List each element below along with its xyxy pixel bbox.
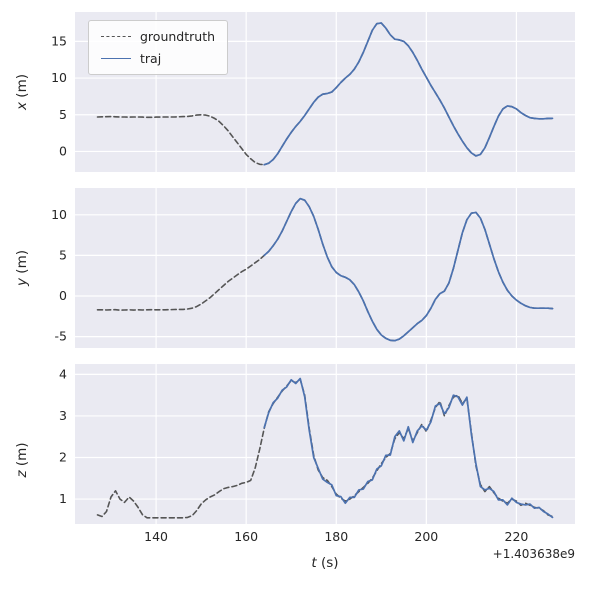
y-tick-label: 3 (59, 408, 67, 423)
x-tick-label: 200 (414, 529, 438, 544)
ylabel-unit-z: (m) (14, 442, 30, 471)
y-plot-area: -5 0 5 10 (51, 188, 575, 348)
ylabel-var-x: x (14, 101, 30, 110)
subplot-x: 0 5 10 15 x (m) groundtruth traj (0, 12, 600, 172)
y-tick-label: 0 (59, 288, 67, 303)
traj-line-sample-icon (101, 58, 131, 59)
series-line-traj (263, 22, 554, 166)
series-line-traj (263, 197, 554, 342)
y-tick-label: 10 (51, 207, 67, 222)
ylabel-var-z: z (14, 470, 30, 478)
x-axis-label: t (s) (75, 555, 575, 571)
groundtruth-line-sample-icon (101, 36, 131, 37)
y-tick-label: 15 (51, 33, 67, 48)
legend-entry-traj: traj (101, 51, 215, 66)
x-tick-label: 220 (505, 529, 529, 544)
z-plot-area: 1 2 3 4 140 160 180 200 220 (59, 364, 575, 544)
series-line-traj (263, 377, 554, 519)
y-tick-label: 10 (51, 70, 67, 85)
x-tick-label: 140 (144, 529, 168, 544)
subplot-z: 1 2 3 4 140 160 180 200 220 z (m) (0, 364, 600, 556)
subplot-y: -5 0 5 10 y (m) (0, 188, 600, 348)
axes-background (75, 188, 575, 348)
xlabel-var: t (311, 555, 317, 571)
axis-offset-text: +1.403638e9 (492, 547, 575, 561)
legend: groundtruth traj (88, 20, 229, 75)
y-tick-label: 5 (59, 247, 67, 262)
ylabel-var-y: y (14, 277, 30, 286)
x-plot-area: 0 5 10 15 (51, 12, 575, 172)
x-tick-label: 180 (324, 529, 348, 544)
legend-label-traj: traj (140, 51, 162, 66)
y-tick-label: 4 (59, 366, 67, 381)
z-axis-ylabel: z (m) (14, 442, 30, 477)
ylabel-unit-y: (m) (14, 250, 30, 278)
y-axis-ylabel: y (m) (14, 250, 30, 286)
y-tick-label: 0 (59, 143, 67, 158)
legend-entry-groundtruth: groundtruth (101, 29, 215, 44)
y-tick-label: 2 (59, 450, 67, 465)
x-tick-label: 160 (234, 529, 258, 544)
x-axis-ylabel: x (m) (14, 74, 30, 110)
ylabel-unit-x: (m) (14, 74, 30, 102)
y-tick-label: 5 (59, 107, 67, 122)
legend-label-groundtruth: groundtruth (140, 29, 216, 44)
xlabel-unit: (s) (316, 555, 339, 571)
axes-background (75, 364, 575, 524)
y-tick-label: -5 (55, 329, 67, 344)
y-tick-label: 1 (59, 491, 67, 506)
